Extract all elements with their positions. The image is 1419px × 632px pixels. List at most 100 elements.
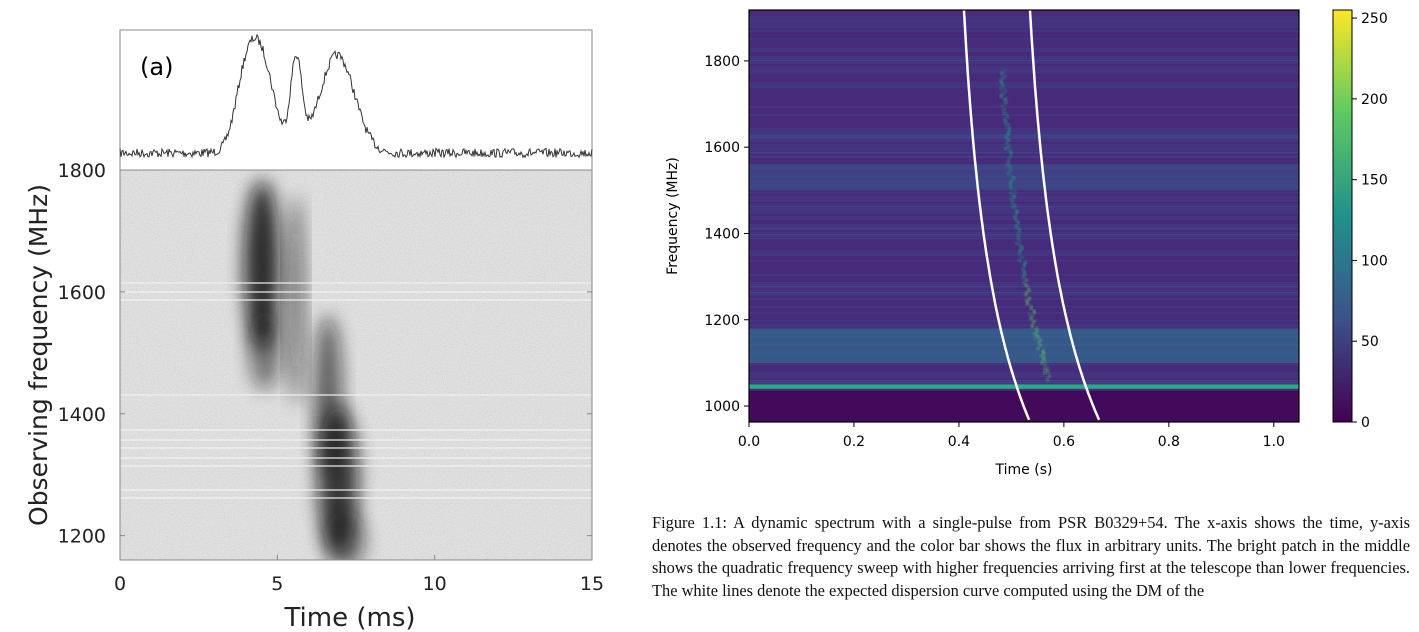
heatmap-stripe xyxy=(749,68,1299,70)
plot-frame xyxy=(748,9,1300,423)
pulse-dot xyxy=(1018,250,1022,254)
heatmap-stripe xyxy=(749,192,1299,194)
pulse-dot xyxy=(1008,185,1012,189)
pulse-dot xyxy=(1031,321,1035,325)
pulse-dot xyxy=(1004,121,1008,125)
pulse-dot xyxy=(1006,133,1010,137)
pulse-dot xyxy=(1039,343,1043,347)
heatmap-stripe xyxy=(749,16,1299,18)
pulse-dot xyxy=(1024,293,1028,297)
y-axis-label: Frequency (MHz) xyxy=(665,157,681,275)
y-tick-label: 1200 xyxy=(58,526,106,548)
colorbar-tick-label: 200 xyxy=(1361,92,1388,108)
heatmap-stripe xyxy=(749,114,1299,116)
pulse-dot xyxy=(1009,186,1013,190)
pulse-dot xyxy=(1006,116,1010,120)
heatmap-stripe xyxy=(749,250,1299,252)
heatmap-stripe xyxy=(749,138,1299,140)
pulse-dot xyxy=(1012,193,1016,197)
pulse-dot xyxy=(1006,123,1010,127)
heatmap-stripe xyxy=(749,198,1299,200)
heatmap-stripe xyxy=(749,152,1299,154)
colorbar-tick-label: 250 xyxy=(1361,11,1388,27)
pulse-dot xyxy=(1029,304,1033,308)
y-tick-label: 1000 xyxy=(704,399,740,415)
y-tick-label: 1800 xyxy=(58,160,106,182)
pulse-dot xyxy=(1044,362,1048,366)
pulse-dot xyxy=(1045,376,1049,380)
heatmap-stripe xyxy=(749,218,1299,220)
heatmap-stripe xyxy=(749,298,1299,300)
pulse-dot xyxy=(1048,374,1052,378)
heatmap-stripe xyxy=(749,312,1299,314)
x-tick-label: 0.6 xyxy=(1053,434,1075,450)
pulse-dot xyxy=(1009,192,1013,196)
pulse-dot xyxy=(1016,236,1020,240)
pulse-dot xyxy=(1018,257,1022,261)
heatmap-stripe xyxy=(749,284,1299,286)
pulse-dot xyxy=(1010,178,1014,182)
pulse-dot xyxy=(1008,129,1012,133)
pulse-dot xyxy=(1025,285,1029,289)
heatmap-stripe xyxy=(749,232,1299,234)
pulse-dot xyxy=(1020,255,1024,259)
x-tick-label: 1.0 xyxy=(1263,434,1285,450)
pulse-dot xyxy=(999,71,1003,75)
pulse-dot xyxy=(1035,326,1039,330)
pulse-dot xyxy=(998,78,1002,82)
pulse-dot xyxy=(1032,331,1036,335)
pulse-dot xyxy=(1006,171,1010,175)
pulse-dot xyxy=(1037,342,1041,346)
pulse-dot xyxy=(1032,309,1036,313)
pulse-dot xyxy=(1004,124,1008,128)
pulse-dot xyxy=(1034,333,1038,337)
heatmap-stripe xyxy=(749,146,1299,148)
pulse-dot xyxy=(1010,198,1014,202)
pulse-dot xyxy=(1033,337,1037,341)
y-tick-label: 1400 xyxy=(58,404,106,426)
pulse-dot xyxy=(1018,249,1022,253)
heatmap-stripe xyxy=(749,236,1299,238)
pulse-dot xyxy=(1029,316,1033,320)
pulse-dot xyxy=(1009,197,1013,201)
heatmap-band xyxy=(749,164,1299,191)
x-tick-label: 15 xyxy=(580,573,604,595)
panel-a: (a) 1200 1400 1600 1800 0 5 10 15 Time (ms) Observ… xyxy=(24,29,604,632)
pulse-dot xyxy=(1010,166,1014,170)
heatmap-stripe xyxy=(749,26,1299,28)
pulse-dot xyxy=(1030,323,1034,327)
heatmap-stripe xyxy=(749,286,1299,288)
pulse-dot xyxy=(1020,276,1024,280)
heatmap-stripe xyxy=(749,148,1299,150)
pulse-dot xyxy=(1001,109,1005,113)
pulse-dot xyxy=(1024,299,1028,303)
x-tick-label: 0.2 xyxy=(843,434,865,450)
pulse-dot xyxy=(1009,150,1013,154)
pulse-dot xyxy=(1016,226,1020,230)
x-tick-label: 0.4 xyxy=(948,434,970,450)
heatmap-stripe xyxy=(749,30,1299,32)
heatmap-stripe xyxy=(749,228,1299,230)
heatmap-stripe xyxy=(749,70,1299,72)
pulse-dot xyxy=(1022,280,1026,284)
pulse-dot xyxy=(1022,273,1026,277)
pulse-dot xyxy=(1027,297,1031,301)
pulse-dot xyxy=(1043,359,1047,363)
pulse-dot xyxy=(1023,262,1027,266)
heatmap-stripe xyxy=(749,260,1299,262)
pulse-dot xyxy=(1036,345,1040,349)
pulse-dot xyxy=(1011,205,1015,209)
pulse-dot xyxy=(1009,183,1013,187)
pulse-dot xyxy=(1015,223,1019,227)
heatmap-stripe xyxy=(749,86,1299,88)
pulse-dot xyxy=(1003,97,1007,101)
pulse-dot xyxy=(1027,288,1031,292)
y-tick-label: 1400 xyxy=(704,226,740,242)
dispersion-curve xyxy=(962,10,1031,421)
pulse-dot xyxy=(1007,126,1011,130)
heatmap-stripe xyxy=(749,376,1299,378)
pulse-dot xyxy=(1016,231,1020,235)
pulse-dot xyxy=(1042,352,1046,356)
heatmap-stripe xyxy=(749,24,1299,26)
